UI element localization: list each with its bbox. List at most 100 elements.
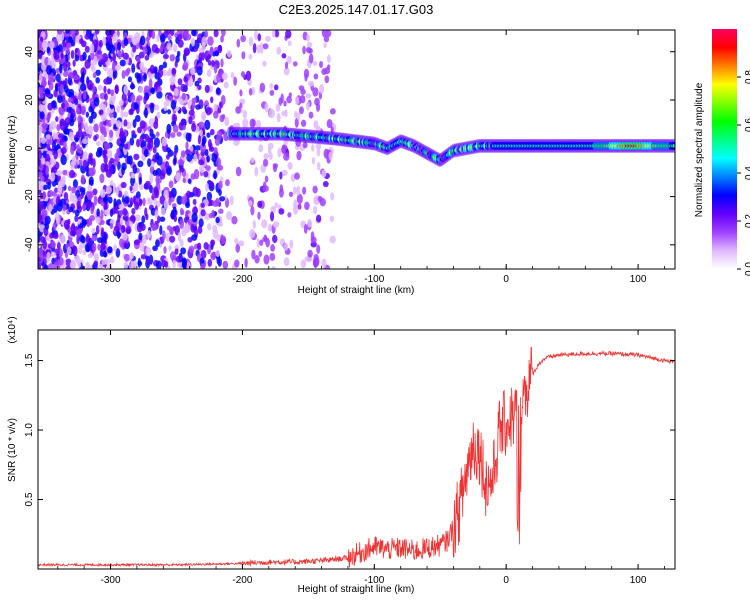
- spectrogram-cell: [225, 179, 230, 187]
- spectrogram-cell: [283, 66, 290, 76]
- spectrogram-cell: [104, 142, 111, 150]
- spectrogram-cell: [190, 37, 196, 47]
- y-tick-label: 40: [24, 46, 35, 58]
- spectrogram-cell: [197, 135, 202, 145]
- spectrogram-cell: [38, 189, 42, 195]
- spectrogram-cell: [165, 160, 170, 170]
- spectrogram-cell: [80, 174, 86, 185]
- spectrogram-cell: [214, 137, 221, 146]
- spectrogram-noise: [38, 30, 337, 269]
- spectrogram-cell: [109, 157, 115, 164]
- spectrogram-cell: [76, 143, 81, 154]
- spectrogram-cell: [283, 100, 287, 107]
- spectrogram-cell: [165, 154, 170, 160]
- spectrogram-cell: [211, 60, 215, 68]
- spectrogram-cell: [281, 110, 287, 117]
- spectrogram-cell: [53, 261, 59, 269]
- spectrogram-cell: [306, 34, 310, 42]
- spectrogram-cell: [196, 66, 203, 76]
- spectrogram-cell: [67, 36, 74, 43]
- spectrogram-cell: [121, 166, 125, 176]
- spectrogram-cell: [210, 239, 216, 247]
- spectrogram-cell: [148, 78, 153, 89]
- spectrogram-cell: [212, 200, 219, 207]
- spectrogram-cell: [316, 147, 321, 157]
- spectrogram-cell: [50, 172, 56, 182]
- spectrogram-cell: [248, 88, 253, 96]
- spectrogram-cell: [81, 204, 87, 210]
- top-x-axis-ticks: -300 -200 -100 0 100: [57, 30, 665, 285]
- spectrogram-cell: [242, 118, 249, 128]
- spectrogram-cell: [123, 261, 129, 269]
- spectrogram-cell: [242, 109, 248, 119]
- spectrogram-cell: [209, 128, 215, 136]
- spectrogram-cell: [204, 212, 211, 221]
- y-tick-label: -20: [24, 189, 35, 204]
- spectrogram-cell: [52, 222, 57, 231]
- spectrogram-cell: [50, 157, 57, 166]
- spectrogram-cell: [93, 123, 99, 133]
- spectrogram-cell: [207, 223, 212, 231]
- spectrogram-cell: [251, 249, 256, 260]
- spectrogram-cell: [300, 259, 307, 269]
- spectrogram-cell: [117, 50, 122, 60]
- spectrogram-cell: [252, 43, 257, 54]
- spectrogram-cell: [169, 235, 176, 243]
- spectrogram-cell: [100, 58, 105, 65]
- spectrogram-cell: [183, 216, 190, 224]
- spectrogram-cell: [143, 85, 150, 93]
- spectrogram-cell: [170, 132, 176, 139]
- spectrogram-cell: [267, 223, 273, 232]
- spectrogram-cell: [135, 138, 141, 148]
- y-tick-label: -40: [24, 237, 35, 252]
- spectrogram-cell: [205, 106, 212, 116]
- spectrogram-cell: [43, 41, 49, 49]
- spectrogram-cell: [200, 209, 206, 217]
- spectrogram-cell: [93, 135, 98, 142]
- spectrogram-cell: [305, 101, 310, 111]
- spectrogram-cell: [105, 185, 112, 195]
- spectrogram-cell: [62, 204, 67, 212]
- spectrogram-cell: [149, 64, 155, 75]
- spectrogram-cell: [137, 160, 144, 168]
- spectrogram-cell: [56, 123, 61, 132]
- spectrogram-cell: [115, 120, 122, 128]
- spectrogram-cell: [166, 147, 171, 153]
- spectrogram-cell: [194, 145, 202, 151]
- spectrogram-cell: [197, 84, 202, 91]
- spectrogram-cell: [139, 135, 144, 143]
- spectrogram-cell: [315, 256, 320, 266]
- spectrogram-cell: [59, 257, 64, 266]
- spectrogram-cell: [215, 216, 220, 224]
- spectrogram-cell: [129, 137, 135, 146]
- x-tick-label: -300: [101, 575, 121, 586]
- spectrogram-cell: [292, 186, 297, 195]
- spectrogram-cell: [207, 59, 212, 66]
- spectrogram-cell: [79, 38, 84, 45]
- spectrogram-cell: [181, 196, 187, 205]
- spectrogram-cell: [136, 95, 143, 101]
- spectrogram-cell: [259, 43, 265, 50]
- spectrogram-cell: [185, 201, 191, 209]
- spectrogram-cell: [64, 54, 69, 64]
- spectrogram-cell: [135, 191, 141, 200]
- spectrogram-cell: [295, 96, 300, 105]
- spectrogram-cell: [313, 205, 317, 215]
- spectrogram-cell: [306, 41, 313, 48]
- spectrogram-cell: [97, 84, 103, 91]
- spectrogram-cell: [312, 60, 318, 67]
- spectrogram-cell: [303, 68, 310, 79]
- spectrogram-cell: [163, 100, 170, 107]
- spectrogram-cell: [248, 36, 254, 47]
- spectrogram-cell: [278, 188, 284, 198]
- spectrogram-cell: [211, 209, 215, 218]
- spectrogram-cell: [173, 87, 179, 97]
- spectrogram-cell: [63, 128, 70, 135]
- spectrogram-cell: [59, 58, 64, 65]
- spectrogram-cell: [257, 33, 262, 42]
- spectrogram-cell: [65, 265, 72, 269]
- spectrogram-cell: [274, 202, 279, 209]
- x-tick-label: 100: [630, 274, 647, 285]
- spectrogram-cell: [229, 195, 234, 206]
- spectrogram-cell: [195, 104, 201, 110]
